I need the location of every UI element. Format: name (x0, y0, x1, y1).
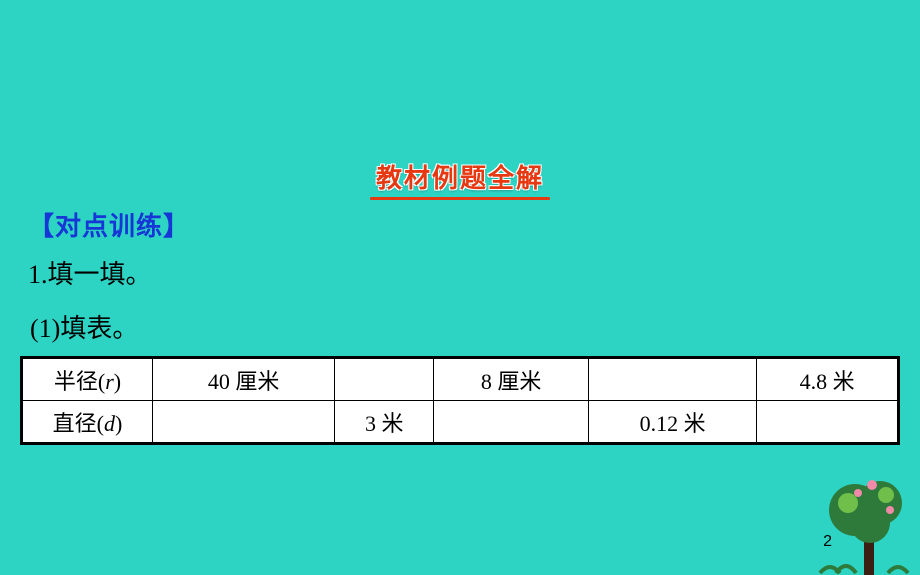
tree-decoration-icon (800, 465, 920, 575)
table-cell (757, 401, 898, 443)
table-row: 直径(d) 3 米 0.12 米 (23, 401, 898, 443)
row-header-radius: 半径(r) (23, 359, 153, 401)
question-1: 1.填一填。 (28, 254, 152, 291)
fill-table-inner: 半径(r) 40 厘米 8 厘米 4.8 米 直径(d) 3 米 0.12 米 (22, 358, 898, 443)
table-cell (434, 401, 589, 443)
table-row: 半径(r) 40 厘米 8 厘米 4.8 米 (23, 359, 898, 401)
section-banner-text: 教材例题全解 (370, 158, 550, 195)
fill-table: 半径(r) 40 厘米 8 厘米 4.8 米 直径(d) 3 米 0.12 米 (20, 356, 900, 445)
question-1-sub-a: (1)填表。 (30, 308, 138, 345)
section-banner: 教材例题全解 (370, 158, 550, 200)
section-banner-underline (370, 197, 550, 200)
row-header-diameter: 直径(d) (23, 401, 153, 443)
page-number: 2 (823, 533, 832, 551)
table-cell: 3 米 (335, 401, 434, 443)
table-cell: 40 厘米 (153, 359, 335, 401)
table-cell: 8 厘米 (434, 359, 589, 401)
table-cell: 0.12 米 (588, 401, 756, 443)
table-cell (153, 401, 335, 443)
table-cell (335, 359, 434, 401)
table-cell (588, 359, 756, 401)
table-cell: 4.8 米 (757, 359, 898, 401)
exercise-heading: 【对点训练】 (28, 206, 190, 243)
